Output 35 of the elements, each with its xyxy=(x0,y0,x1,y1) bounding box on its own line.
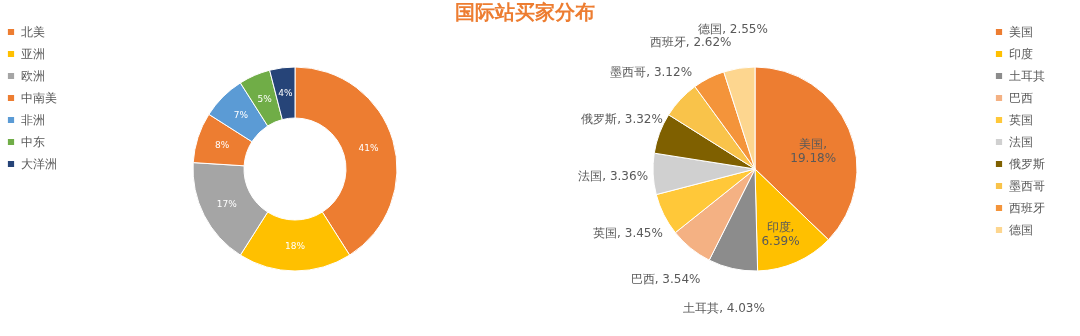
legend-label: 法国 xyxy=(1009,135,1033,149)
legend-label: 非洲 xyxy=(21,113,45,127)
legend-label: 大洋洲 xyxy=(21,157,57,171)
data-label: 印度, 6.39% xyxy=(761,219,800,248)
data-label: 18% xyxy=(284,240,306,251)
text: 国际站买家分布 xyxy=(455,0,595,24)
data-label: 德国, 2.55% xyxy=(698,21,768,36)
legend-label: 墨西哥 xyxy=(1009,179,1045,193)
data-label: 7% xyxy=(233,109,249,120)
data-label: 5% xyxy=(257,93,273,104)
data-label: 4% xyxy=(278,88,293,99)
data-label: 墨西哥, 3.12% xyxy=(610,65,693,80)
legend-label: 土耳其 xyxy=(1009,69,1045,83)
data-label: 西班牙, 2.62% xyxy=(649,35,732,50)
legend-label: 巴西 xyxy=(1009,91,1033,105)
data-label: 17% xyxy=(216,198,238,209)
legend-label: 亚洲 xyxy=(21,47,45,61)
legend-label: 中南美 xyxy=(21,91,57,105)
data-label: 俄罗斯, 3.32% xyxy=(581,112,663,127)
data-label: 土耳其, 4.03% xyxy=(683,300,765,315)
legend-label: 美国 xyxy=(1009,25,1033,39)
legend-label: 西班牙 xyxy=(1009,201,1045,215)
legend-label: 北美 xyxy=(21,25,45,39)
legend-label: 印度 xyxy=(1009,47,1033,61)
data-label: 8% xyxy=(215,140,230,151)
legend-label: 英国 xyxy=(1009,113,1033,127)
data-label: 41% xyxy=(358,142,379,153)
data-label: 巴西, 3.54% xyxy=(630,272,701,287)
data-label: 法国, 3.36% xyxy=(578,168,649,183)
data-label: 英国, 3.45% xyxy=(593,225,663,240)
legend-label: 欧洲 xyxy=(21,69,45,83)
legend-label: 中东 xyxy=(21,135,45,149)
legend-label: 俄罗斯 xyxy=(1009,157,1045,171)
legend-label: 德国 xyxy=(1009,223,1033,237)
data-label: 美国, 19.18% xyxy=(790,137,837,166)
